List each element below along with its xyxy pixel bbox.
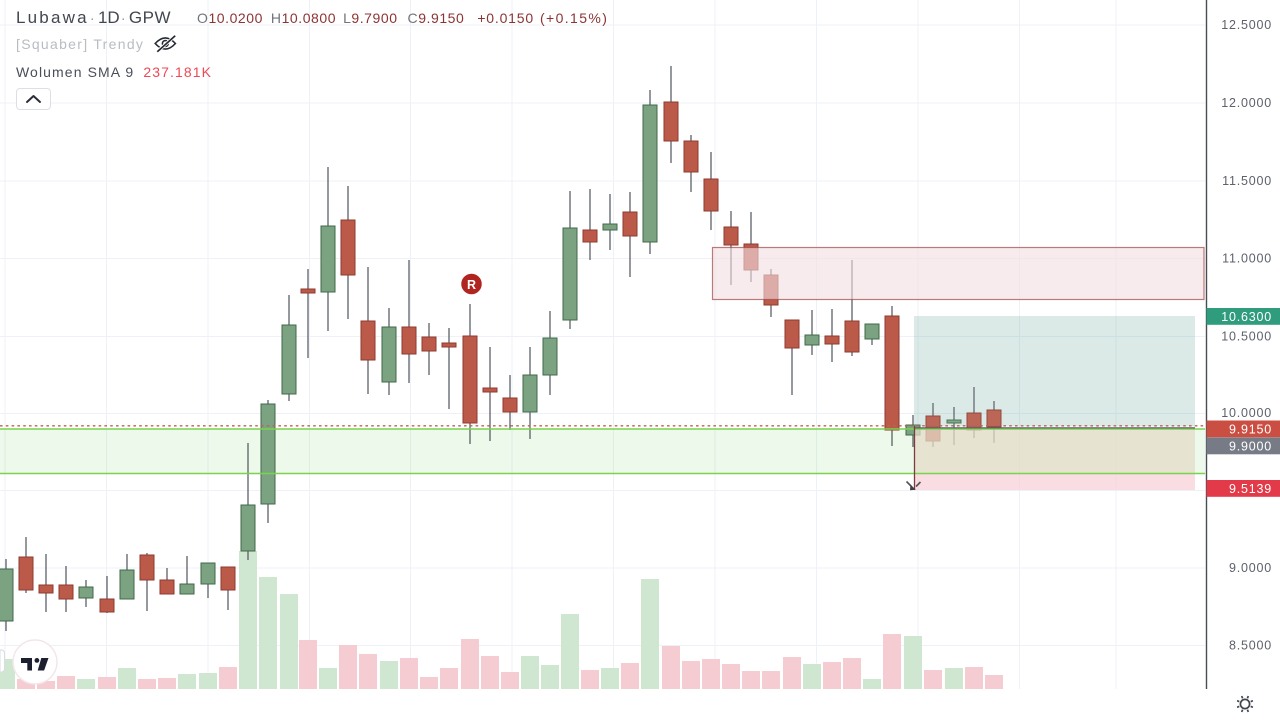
svg-text:10.6300: 10.6300 <box>1221 310 1272 324</box>
svg-text:9.0000: 9.0000 <box>1229 561 1272 575</box>
svg-text:12.0000: 12.0000 <box>1221 96 1272 110</box>
svg-text:12.5000: 12.5000 <box>1221 18 1272 32</box>
svg-text:11.5000: 11.5000 <box>1222 174 1272 188</box>
svg-text:10.0000: 10.0000 <box>1221 406 1272 420</box>
svg-text:R: R <box>467 278 476 292</box>
svg-text:9.9000: 9.9000 <box>1229 439 1272 453</box>
svg-text:11.0000: 11.0000 <box>1222 252 1272 266</box>
svg-text:9.9150: 9.9150 <box>1229 422 1272 436</box>
svg-text:10.5000: 10.5000 <box>1221 330 1272 344</box>
svg-text:9.5139: 9.5139 <box>1229 482 1272 496</box>
svg-text:8.5000: 8.5000 <box>1229 639 1272 653</box>
